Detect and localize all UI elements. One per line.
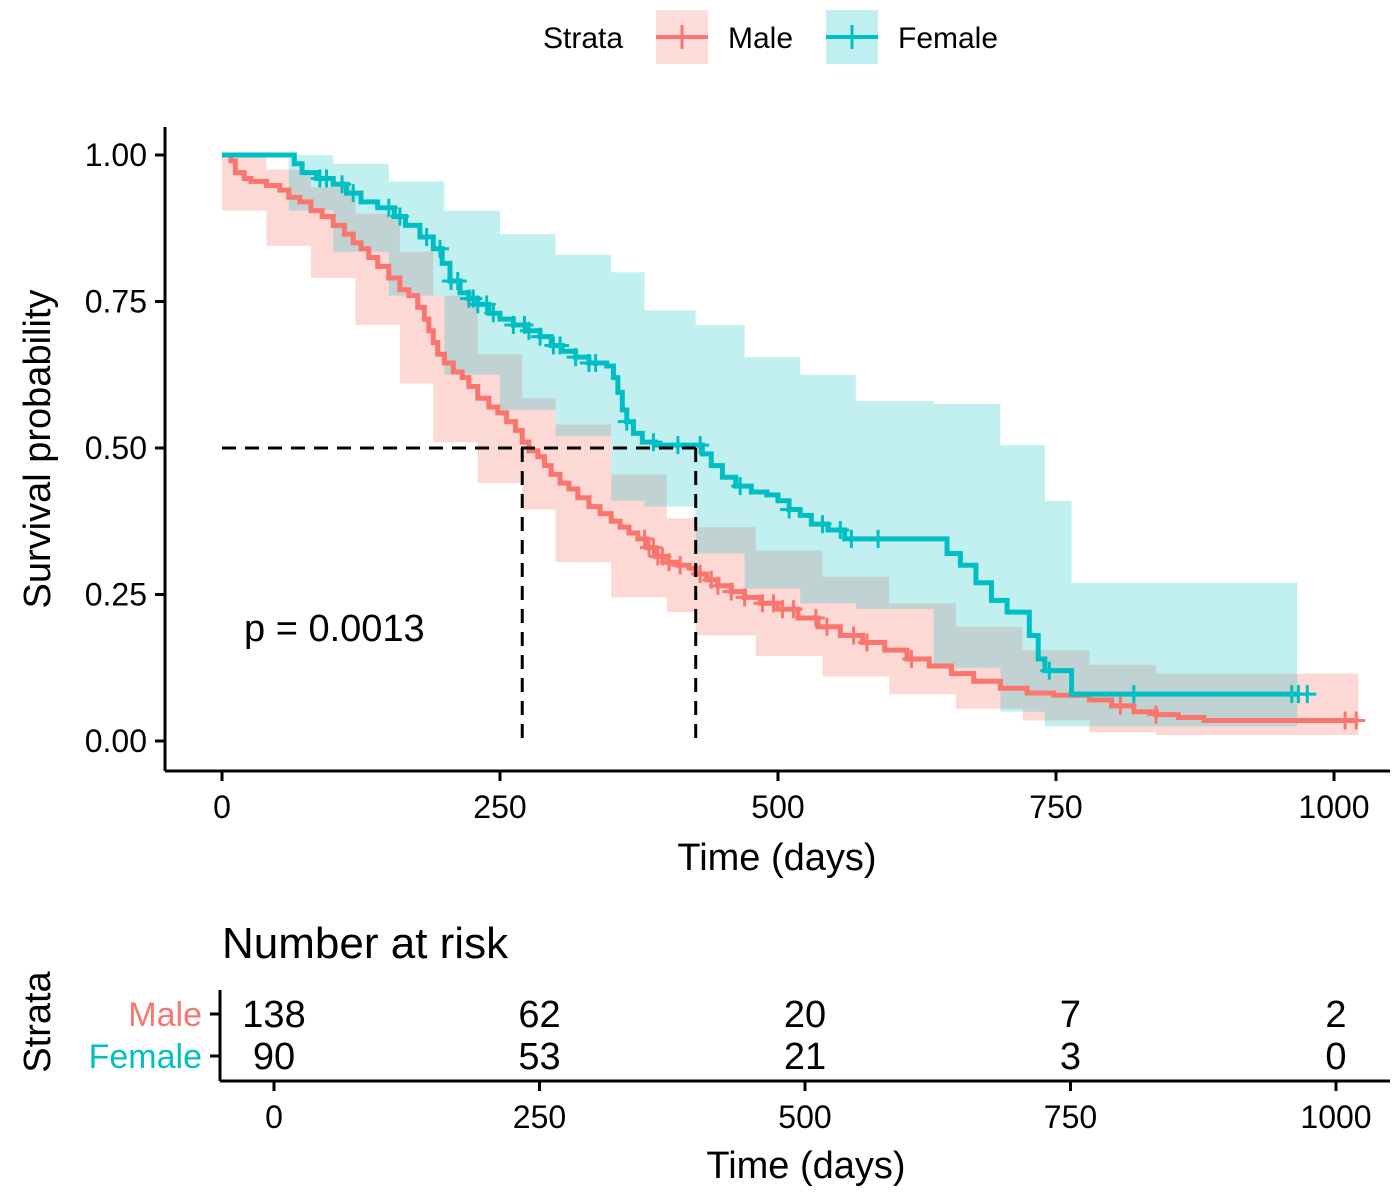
- female-censor-mark: [780, 500, 799, 519]
- female-censor-mark: [668, 436, 687, 455]
- y-tick-label: 1.00: [85, 137, 147, 173]
- y-tick-label: 0.25: [85, 577, 147, 613]
- risk-row-label-female: Female: [89, 1038, 202, 1076]
- male-censor-mark: [644, 538, 663, 557]
- y-tick-label: 0.75: [85, 284, 147, 320]
- risk-table-x-axis-title: Time (days): [706, 1145, 905, 1187]
- x-axis-ticks: 0 250 500 750 1000: [213, 771, 1370, 825]
- female-censor-mark: [519, 321, 538, 340]
- male-censor-mark: [708, 576, 727, 595]
- risk-x-tick-label: 1000: [1300, 1099, 1371, 1135]
- legend-title: Strata: [543, 22, 623, 55]
- male-censor-mark: [784, 600, 803, 619]
- female-censor-mark: [691, 436, 710, 455]
- risk-count-male: 7: [1060, 994, 1081, 1036]
- female-censor-mark: [417, 228, 436, 247]
- risk-table-y-axis-title: Strata: [17, 970, 59, 1072]
- female-censor-mark: [484, 304, 503, 323]
- male-censor-mark: [1336, 711, 1355, 730]
- male-censor-mark: [1147, 705, 1166, 724]
- risk-x-tick-label: 250: [513, 1099, 566, 1135]
- female-censor-mark: [379, 198, 398, 217]
- female-censor-mark: [842, 529, 861, 548]
- female-censor-mark: [1040, 661, 1059, 680]
- female-censor-mark: [586, 354, 605, 373]
- female-confidence-band: [222, 155, 1298, 727]
- male-survival-line: [222, 152, 1359, 723]
- male-censor-mark: [635, 529, 654, 548]
- legend: Strata Male Female: [543, 10, 998, 64]
- female-censor-mark: [831, 521, 850, 540]
- female-survival-line: [222, 152, 1298, 697]
- median-reference-lines: [222, 446, 698, 741]
- male-censor-mark: [1111, 696, 1130, 715]
- risk-table-title: Number at risk: [222, 919, 509, 968]
- x-tick-label: 1000: [1298, 789, 1369, 825]
- risk-count-male: 138: [242, 994, 305, 1036]
- y-tick-label: 0.50: [85, 430, 147, 466]
- x-tick-label: 750: [1029, 789, 1082, 825]
- risk-count-female: 21: [784, 1036, 826, 1078]
- legend-key-female: [826, 10, 878, 64]
- male-censor-mark: [671, 556, 690, 575]
- survival-curves: [222, 152, 1359, 723]
- legend-key-male: [656, 10, 708, 64]
- male-censor-mark: [806, 608, 825, 627]
- p-value-annotation: p = 0.0013: [244, 608, 425, 650]
- female-censor-mark: [390, 207, 409, 226]
- legend-label-female: Female: [898, 22, 998, 55]
- risk-table-x-ticks: 0 250 500 750 1000: [265, 1081, 1372, 1135]
- risk-x-tick-label: 0: [265, 1099, 283, 1135]
- female-censor-mark: [731, 477, 750, 496]
- female-censor-mark: [617, 412, 636, 431]
- risk-count-female: 0: [1325, 1036, 1346, 1078]
- female-censor-mark: [317, 169, 336, 188]
- risk-x-tick-label: 750: [1044, 1099, 1097, 1135]
- y-axis-title: Survival probability: [17, 290, 59, 609]
- y-axis-ticks: 0.00 0.25 0.50 0.75 1.00: [85, 137, 165, 759]
- female-censor-mark: [1124, 685, 1143, 704]
- risk-count-female: 90: [253, 1036, 295, 1078]
- male-censor-mark: [817, 617, 836, 636]
- risk-count-male: 20: [784, 994, 826, 1036]
- male-censor-mark: [735, 588, 754, 607]
- female-censor-mark: [1298, 685, 1317, 704]
- female-censor-mark: [566, 348, 585, 367]
- female-censor-mark: [333, 175, 352, 194]
- risk-row-label-male: Male: [128, 996, 202, 1034]
- confidence-bands: [222, 155, 1359, 736]
- female-censor-mark: [813, 515, 832, 534]
- x-tick-label: 500: [751, 789, 804, 825]
- female-censor-mark: [869, 529, 888, 548]
- female-censor-mark: [551, 336, 570, 355]
- male-censor-mark: [660, 553, 679, 572]
- legend-label-male: Male: [728, 22, 793, 55]
- female-censor-mark: [531, 327, 550, 346]
- risk-count-male: 62: [518, 994, 560, 1036]
- male-censor-mark: [857, 633, 876, 652]
- risk-x-tick-label: 500: [778, 1099, 831, 1135]
- male-censor-mark: [691, 564, 710, 583]
- risk-table-rows: Male 138 62 20 7 2 Female 90 53 21 3 0: [89, 994, 1347, 1078]
- censor-marks: [310, 169, 1366, 730]
- female-censor-mark: [430, 239, 449, 258]
- male-censor-mark: [722, 582, 741, 601]
- x-axis-title: Time (days): [677, 837, 876, 879]
- x-tick-label: 0: [213, 789, 231, 825]
- risk-count-female: 53: [518, 1036, 560, 1078]
- female-censor-mark: [448, 271, 467, 290]
- y-tick-label: 0.00: [85, 723, 147, 759]
- female-censor-mark: [644, 433, 663, 452]
- male-confidence-band: [222, 155, 1359, 736]
- male-censor-mark: [844, 626, 863, 645]
- female-censor-mark: [344, 184, 363, 203]
- risk-count-female: 3: [1060, 1036, 1081, 1078]
- x-tick-label: 250: [473, 789, 526, 825]
- risk-count-male: 2: [1325, 994, 1346, 1036]
- male-censor-mark: [902, 649, 921, 668]
